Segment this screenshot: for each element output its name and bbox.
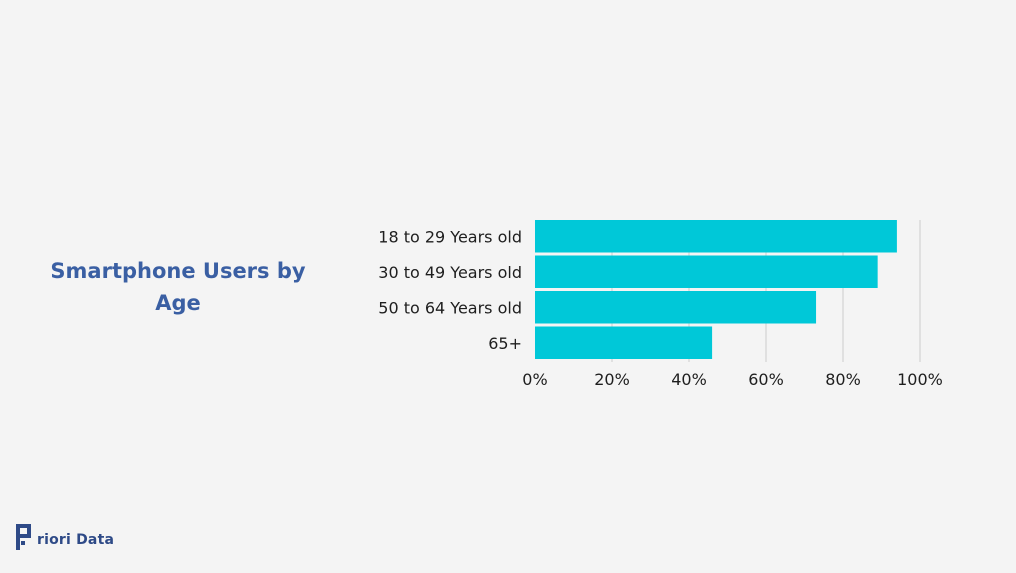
category-label: 30 to 49 Years old bbox=[378, 263, 522, 282]
category-labels: 18 to 29 Years old 30 to 49 Years old 50 t… bbox=[378, 227, 522, 353]
logo-icon bbox=[16, 524, 36, 550]
brand-name: riori Data bbox=[37, 531, 115, 548]
x-axis-tick-labels: 0% 20% 40% 60% 80% 100% bbox=[522, 370, 943, 389]
bar bbox=[535, 326, 713, 359]
x-tick-label: 60% bbox=[748, 370, 784, 389]
chart-title: Smartphone Users by Age bbox=[50, 259, 306, 315]
bar bbox=[535, 291, 817, 324]
bars bbox=[535, 220, 897, 359]
x-tick-label: 100% bbox=[897, 370, 943, 389]
category-label: 18 to 29 Years old bbox=[378, 227, 522, 246]
category-label: 50 to 64 Years old bbox=[378, 298, 522, 317]
x-tick-label: 40% bbox=[671, 370, 707, 389]
bar bbox=[535, 220, 897, 253]
brand-logo: riori Data bbox=[16, 524, 114, 550]
x-tick-label: 20% bbox=[594, 370, 630, 389]
x-tick-label: 0% bbox=[522, 370, 547, 389]
x-tick-label: 80% bbox=[825, 370, 861, 389]
category-label: 65+ bbox=[488, 334, 522, 353]
bar bbox=[535, 255, 878, 288]
